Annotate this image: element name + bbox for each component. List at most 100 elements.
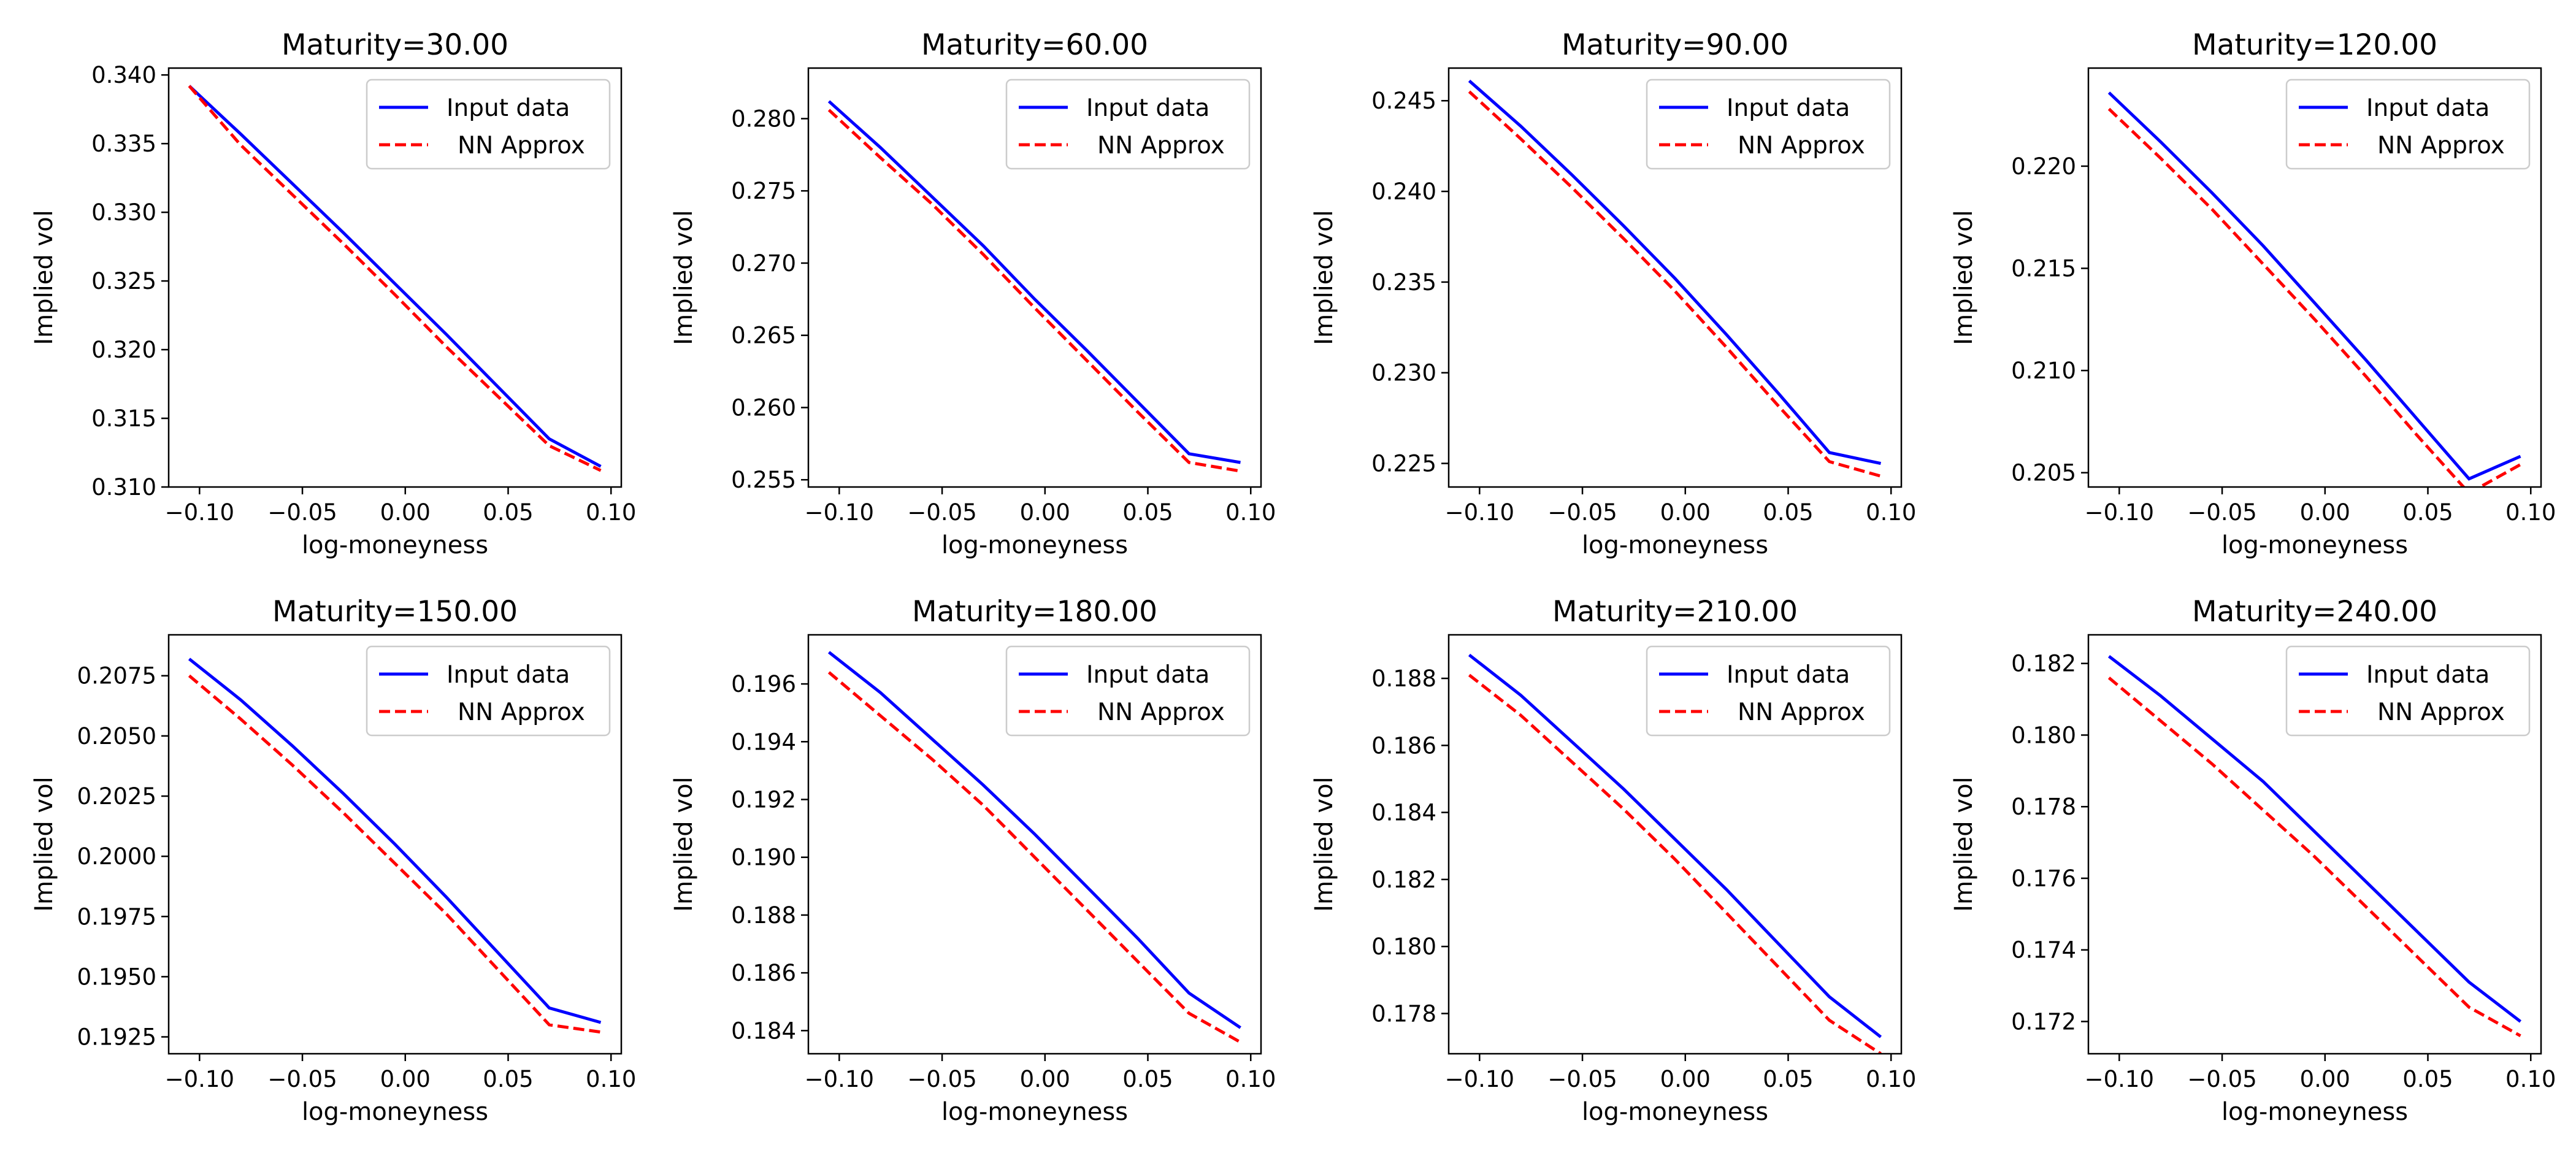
y-tick-label: 0.225 (1371, 451, 1436, 477)
y-tick-label: 0.235 (1371, 269, 1436, 296)
y-tick-label: 0.184 (1371, 800, 1436, 826)
legend-label-input: Input data (1086, 94, 1209, 122)
legend-label-input: Input data (1727, 94, 1850, 122)
legend-label-input: Input data (1727, 661, 1850, 689)
y-tick-label: 0.1975 (77, 903, 156, 930)
plot-frame (807, 67, 1262, 488)
subplot-title: Maturity=90.00 (1562, 28, 1788, 62)
subplot-7: Maturity=210.00 −0.10 −0.05 0.00 0.05 0.10 0.1… (1310, 595, 1916, 1126)
legend-label-nn: NN Approx (1097, 132, 1225, 159)
y-tick-label: 0.315 (91, 405, 156, 432)
subplot-title: Maturity=180.00 (912, 595, 1157, 629)
y-tick-label: 0.180 (2011, 722, 2076, 748)
subplot-title: Maturity=60.00 (921, 28, 1148, 62)
y-tick-label: 0.186 (731, 960, 796, 986)
y-tick-label: 0.188 (731, 902, 796, 929)
nn-approx-line (2107, 107, 2521, 487)
subplot-2: Maturity=60.00 −0.10 −0.05 0.00 0.05 0.10 0.25… (670, 28, 1276, 559)
y-tick-label: 0.178 (2011, 794, 2076, 820)
x-axis-label: log-moneyness (941, 1098, 1128, 1126)
x-tick-label: −0.05 (2187, 499, 2256, 526)
plot-frame (2087, 634, 2542, 1055)
x-tick-label: −0.05 (2187, 1066, 2256, 1092)
subplot-8: Maturity=240.00 −0.10 −0.05 0.00 0.05 0.10 0.1… (1950, 595, 2556, 1126)
x-tick-label: 0.00 (1020, 1066, 1070, 1092)
input-data-line (2107, 655, 2522, 1023)
x-axis-label: log-moneyness (302, 1098, 488, 1126)
subplot-1: Maturity=30.00 −0.10 −0.05 0.00 0.05 0.10 0.31… (30, 28, 636, 559)
x-tick-label: −0.10 (805, 1066, 874, 1092)
input-data-line (1468, 79, 1882, 466)
x-tick-label: −0.10 (1445, 1066, 1514, 1092)
input-data-line (827, 100, 1241, 464)
y-tick-label: 0.182 (2011, 651, 2076, 677)
legend: Input data NN Approx (2285, 79, 2531, 170)
nn-approx-line (827, 109, 1241, 473)
legend-label-input: Input data (1086, 661, 1209, 689)
subplot-title: Maturity=150.00 (272, 595, 518, 629)
subplot-title: Maturity=30.00 (282, 28, 508, 62)
y-tick-label: 0.192 (731, 786, 796, 813)
x-axis-label: log-moneyness (1582, 531, 1768, 559)
legend-label-nn: NN Approx (458, 699, 585, 726)
x-axis-label: log-moneyness (941, 531, 1128, 559)
y-axis-label: Implied vol (670, 210, 698, 345)
y-axis-label: Implied vol (1950, 776, 1978, 911)
x-axis-label: log-moneyness (2221, 1098, 2408, 1126)
legend: Input data NN Approx (1646, 645, 1891, 737)
x-tick-label: 0.05 (2402, 1066, 2453, 1092)
y-tick-label: 0.245 (1371, 88, 1436, 114)
x-tick-label: −0.05 (907, 1066, 976, 1092)
subplot-4: Maturity=120.00 −0.10 −0.05 0.00 0.05 0.10 0.2… (1950, 28, 2556, 559)
y-tick-label: 0.230 (1371, 360, 1436, 386)
x-tick-label: 0.00 (2300, 499, 2350, 526)
legend-label-nn: NN Approx (458, 132, 585, 159)
x-tick-label: 0.05 (1763, 1066, 1813, 1092)
x-tick-label: 0.10 (1225, 1066, 1276, 1092)
x-tick-label: −0.10 (1445, 499, 1514, 526)
y-tick-label: 0.174 (2011, 937, 2076, 964)
x-tick-label: 0.00 (380, 499, 431, 526)
y-tick-label: 0.325 (91, 268, 156, 294)
legend-label-input: Input data (2366, 661, 2490, 689)
y-tick-label: 0.260 (731, 394, 796, 421)
x-tick-label: 0.05 (1122, 499, 1173, 526)
y-tick-label: 0.184 (731, 1018, 796, 1044)
legend: Input data NN Approx (366, 645, 611, 737)
legend-label-nn: NN Approx (1097, 699, 1225, 726)
subplot-title: Maturity=120.00 (2192, 28, 2437, 62)
x-tick-label: −0.10 (165, 499, 234, 526)
x-tick-label: −0.05 (1547, 1066, 1617, 1092)
input-data-line (2107, 91, 2521, 481)
plot-frame (807, 634, 1262, 1055)
x-tick-label: 0.00 (2300, 1066, 2350, 1092)
nn-approx-line (188, 85, 602, 472)
x-tick-label: 0.00 (1660, 499, 1711, 526)
x-tick-label: 0.10 (2505, 1066, 2556, 1092)
plot-frame (167, 67, 623, 488)
y-tick-label: 0.172 (2011, 1008, 2076, 1035)
input-data-line (188, 658, 602, 1024)
y-tick-label: 0.240 (1371, 178, 1436, 205)
y-tick-label: 0.1925 (77, 1024, 156, 1051)
y-tick-label: 0.330 (91, 199, 156, 226)
y-axis-label: Implied vol (1310, 210, 1338, 345)
y-tick-label: 0.2075 (77, 663, 156, 689)
input-data-line (827, 651, 1241, 1029)
x-tick-label: 0.00 (1020, 499, 1070, 526)
plot-frame (2087, 67, 2542, 488)
nn-approx-line (188, 674, 601, 1034)
legend-label-nn: NN Approx (1738, 699, 1865, 726)
subplot-title: Maturity=240.00 (2192, 595, 2437, 629)
y-tick-label: 0.340 (91, 62, 156, 88)
y-tick-label: 0.335 (91, 131, 156, 157)
y-tick-label: 0.275 (731, 178, 796, 204)
legend-label-nn: NN Approx (2377, 132, 2505, 159)
x-tick-label: 0.05 (483, 1066, 533, 1092)
x-tick-label: 0.05 (483, 499, 533, 526)
y-tick-label: 0.2025 (77, 783, 156, 810)
legend-box (1646, 79, 1891, 170)
y-axis-label: Implied vol (30, 776, 58, 911)
y-tick-label: 0.196 (731, 671, 796, 697)
